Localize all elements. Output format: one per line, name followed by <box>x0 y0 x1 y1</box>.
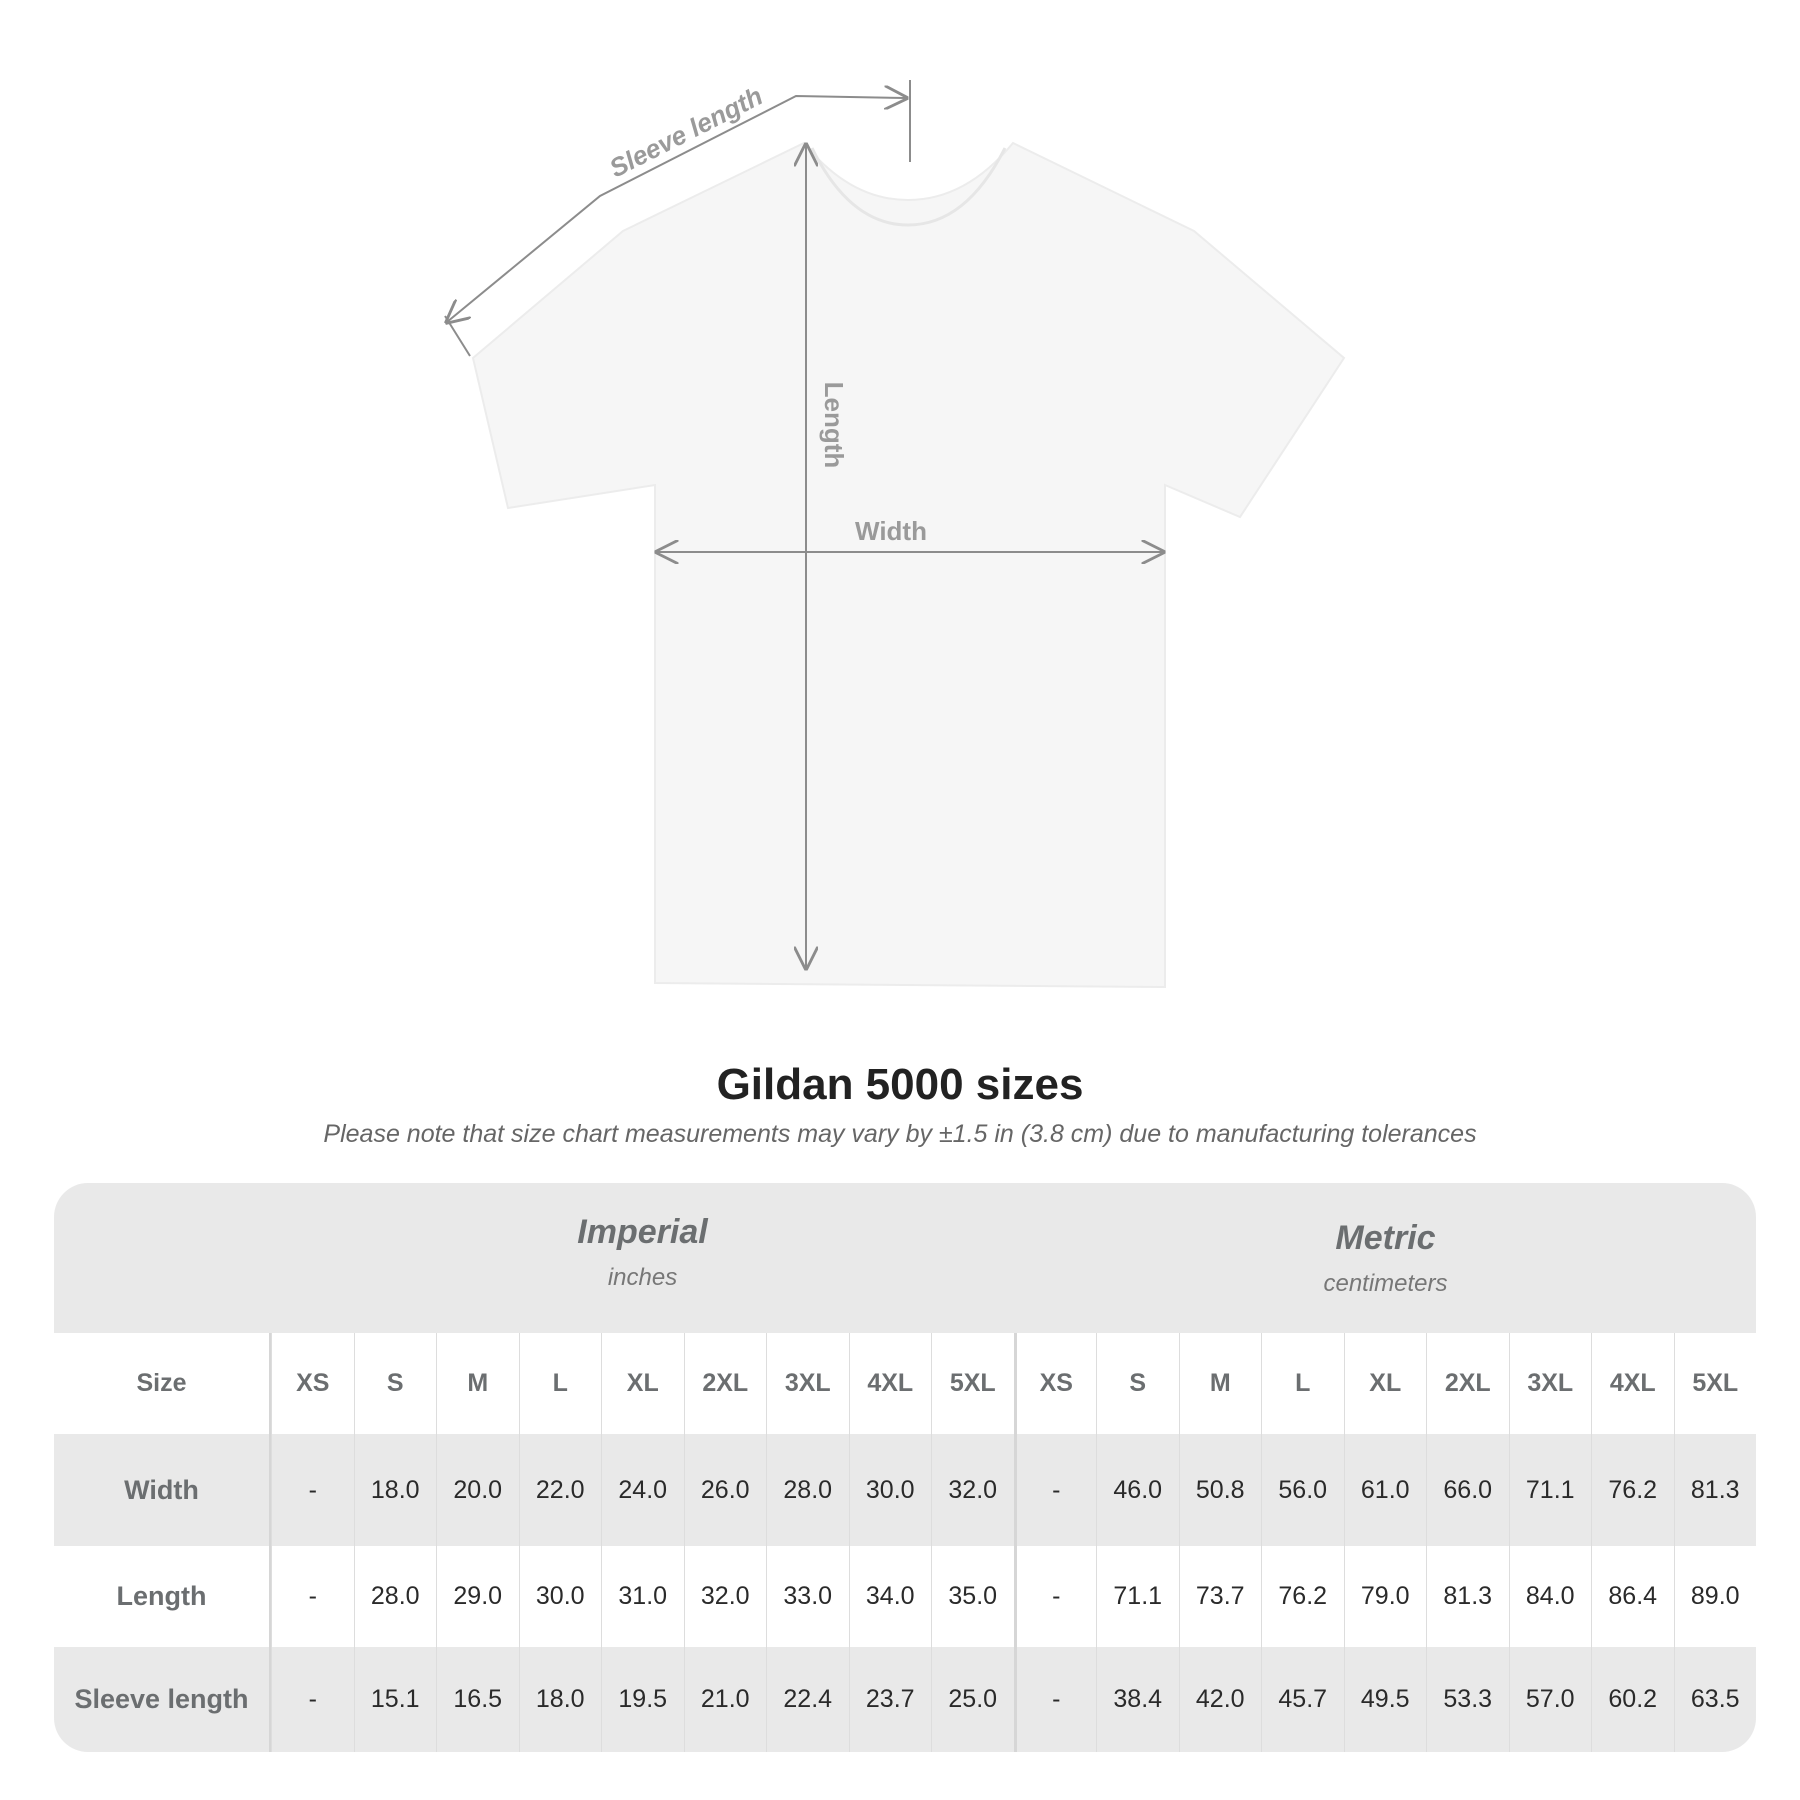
size-header-imperial: XL <box>601 1333 684 1434</box>
value-cell-imperial: 34.0 <box>848 1546 932 1647</box>
value-cell-imperial: 29.0 <box>436 1546 519 1647</box>
size-header-imperial: XS <box>271 1333 354 1434</box>
value-cell-metric: 76.2 <box>1591 1434 1674 1546</box>
value-cell-metric: - <box>1013 1434 1097 1546</box>
value-cell-imperial: 24.0 <box>601 1434 684 1546</box>
size-header-metric: 4XL <box>1591 1333 1674 1434</box>
value-cell-metric: 61.0 <box>1343 1434 1427 1546</box>
size-header-metric: XS <box>1013 1333 1097 1434</box>
value-cell-imperial: 15.1 <box>353 1647 437 1752</box>
value-cell-metric: 81.3 <box>1673 1434 1757 1546</box>
tshirt-diagram: Sleeve length Length Width <box>0 80 1346 989</box>
size-header-metric: S <box>1096 1333 1179 1434</box>
size-header-metric: L <box>1261 1333 1344 1434</box>
value-cell-imperial: 33.0 <box>766 1546 849 1647</box>
value-cell-imperial: - <box>271 1647 354 1752</box>
size-header-imperial: M <box>436 1333 519 1434</box>
row-label: Size <box>54 1333 271 1434</box>
sleeve-length-label: Sleeve length <box>604 81 767 184</box>
width-label: Width <box>855 516 927 546</box>
size-header-imperial: 5XL <box>931 1333 1014 1434</box>
value-cell-metric: 71.1 <box>1508 1434 1592 1546</box>
value-cell-imperial: 18.0 <box>353 1434 437 1546</box>
group-imperial: Imperial inches <box>271 1213 1014 1292</box>
group-unit: inches <box>607 1264 678 1291</box>
value-cell-metric: - <box>1013 1647 1097 1752</box>
tolerance-note: Please note that size chart measurements… <box>323 1120 1477 1148</box>
value-cell-imperial: 32.0 <box>683 1546 767 1647</box>
value-cell-metric: - <box>1013 1546 1097 1647</box>
value-cell-metric: 89.0 <box>1673 1546 1757 1647</box>
value-cell-metric: 66.0 <box>1426 1434 1509 1546</box>
value-cell-metric: 79.0 <box>1343 1546 1427 1647</box>
value-cell-imperial: 21.0 <box>683 1647 767 1752</box>
size-header-imperial: S <box>353 1333 437 1434</box>
value-cell-metric: 86.4 <box>1591 1546 1674 1647</box>
value-cell-imperial: 32.0 <box>931 1434 1014 1546</box>
group-name: Metric <box>1335 1219 1436 1257</box>
value-cell-imperial: 26.0 <box>683 1434 767 1546</box>
value-cell-metric: 63.5 <box>1673 1647 1757 1752</box>
table-row: Length -28.0 29.0 30.0 31.0 32.0 33.0 34.0 35.0-… <box>54 1546 1756 1647</box>
value-cell-metric: 84.0 <box>1508 1546 1592 1647</box>
value-cell-imperial: 31.0 <box>601 1546 684 1647</box>
value-cell-metric: 73.7 <box>1178 1546 1262 1647</box>
table-row: Width -18.0 20.0 22.0 24.0 26.0 28.0 30.0 32.0-4… <box>54 1434 1756 1546</box>
tshirt-shape <box>471 141 1346 989</box>
size-header-metric: M <box>1178 1333 1262 1434</box>
value-cell-metric: 42.0 <box>1178 1647 1262 1752</box>
group-name: Imperial <box>577 1213 708 1251</box>
size-table: Imperial inches Metric centimeters Size X… <box>54 1183 1756 1752</box>
value-cell-imperial: 28.0 <box>353 1546 437 1647</box>
units-header: Imperial inches Metric centimeters <box>54 1183 1756 1333</box>
value-cell-metric: 56.0 <box>1261 1434 1344 1546</box>
value-cell-metric: 60.2 <box>1591 1647 1674 1752</box>
row-label: Length <box>54 1546 271 1647</box>
value-cell-metric: 57.0 <box>1508 1647 1592 1752</box>
value-cell-imperial: 18.0 <box>518 1647 602 1752</box>
value-cell-imperial: 28.0 <box>766 1434 849 1546</box>
value-cell-imperial: - <box>271 1434 354 1546</box>
size-header-metric: XL <box>1343 1333 1427 1434</box>
size-header-row: Size XS S M L XL 2XL 3XL 4XL 5XL XS S M L XL 2XL 3XL 4XL 5… <box>54 1333 1756 1434</box>
value-cell-metric: 71.1 <box>1096 1546 1179 1647</box>
size-header-imperial: L <box>518 1333 602 1434</box>
size-header-metric: 3XL <box>1508 1333 1592 1434</box>
group-unit: centimeters <box>1323 1270 1448 1297</box>
value-cell-imperial: 19.5 <box>601 1647 684 1752</box>
value-cell-metric: 38.4 <box>1096 1647 1179 1752</box>
value-cell-metric: 50.8 <box>1178 1434 1262 1546</box>
size-header-metric: 2XL <box>1426 1333 1509 1434</box>
value-cell-metric: 46.0 <box>1096 1434 1179 1546</box>
value-cell-metric: 81.3 <box>1426 1546 1509 1647</box>
value-cell-imperial: 22.0 <box>518 1434 602 1546</box>
value-cell-imperial: 22.4 <box>766 1647 849 1752</box>
size-header-metric: 5XL <box>1673 1333 1757 1434</box>
value-cell-metric: 45.7 <box>1261 1647 1344 1752</box>
value-cell-imperial: 30.0 <box>848 1434 932 1546</box>
group-metric: Metric centimeters <box>1014 1219 1756 1298</box>
sleeve-tick-left <box>444 315 471 357</box>
value-cell-metric: 53.3 <box>1426 1647 1509 1752</box>
row-label: Sleeve length <box>54 1647 271 1752</box>
value-cell-imperial: 30.0 <box>518 1546 602 1647</box>
value-cell-metric: 76.2 <box>1261 1546 1344 1647</box>
size-header-imperial: 4XL <box>848 1333 932 1434</box>
length-label: Length <box>819 382 849 469</box>
value-cell-imperial: 20.0 <box>436 1434 519 1546</box>
page-title: Gildan 5000 sizes <box>716 1060 1084 1109</box>
value-cell-imperial: 23.7 <box>848 1647 932 1752</box>
sleeve-length-line <box>447 96 906 322</box>
size-header-imperial: 3XL <box>766 1333 849 1434</box>
value-cell-imperial: 35.0 <box>931 1546 1014 1647</box>
value-cell-imperial: - <box>271 1546 354 1647</box>
row-label: Width <box>54 1434 271 1546</box>
value-cell-metric: 49.5 <box>1343 1647 1427 1752</box>
table-row: Sleeve length -15.1 16.5 18.0 19.5 21.0 22.4 23… <box>54 1647 1756 1752</box>
value-cell-imperial: 16.5 <box>436 1647 519 1752</box>
value-cell-imperial: 25.0 <box>931 1647 1014 1752</box>
size-header-imperial: 2XL <box>683 1333 767 1434</box>
